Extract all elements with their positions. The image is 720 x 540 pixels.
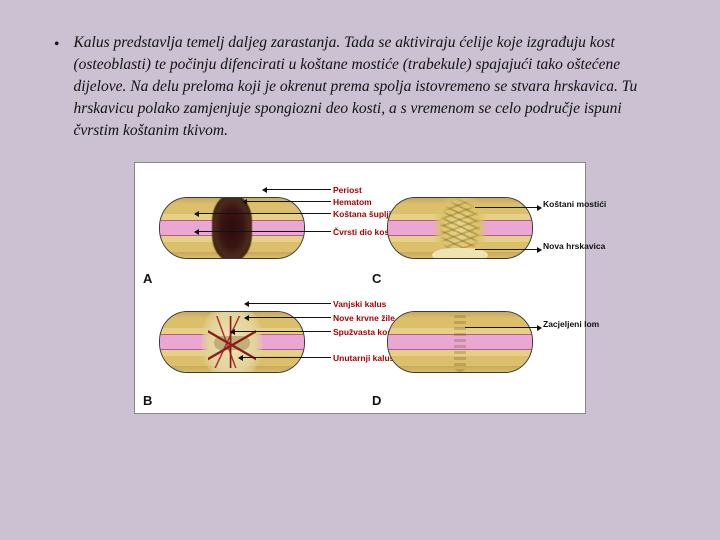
paragraph-text: Kalus predstavlja temelj daljeg zarastan…: [73, 32, 666, 142]
bullet-dot: •: [54, 32, 59, 142]
panel-D: [379, 291, 539, 391]
figure-container: A Periost Hematom Koštana šupljina Čvrst…: [54, 162, 666, 414]
bone-A: [159, 197, 305, 259]
bullet-paragraph: • Kalus predstavlja temelj daljeg zarast…: [54, 32, 666, 142]
panel-label-B: B: [143, 393, 152, 408]
lead-line: [239, 357, 331, 358]
healed-fracture-line: [454, 312, 466, 372]
lead-line: [195, 231, 331, 232]
lead-line: [231, 331, 331, 332]
label-periost: Periost: [333, 185, 362, 195]
lead-line: [475, 207, 541, 208]
label-kostani-mostici: Koštani mostići: [543, 199, 606, 209]
panel-A: [151, 177, 311, 277]
hematoma: [212, 197, 252, 259]
slide: • Kalus predstavlja temelj daljeg zarast…: [0, 0, 720, 414]
panel-B: [151, 291, 311, 391]
panel-C: [379, 177, 539, 277]
panel-label-A: A: [143, 271, 152, 286]
panel-label-C: C: [372, 271, 381, 286]
internal-callus: [214, 336, 250, 350]
bone-healing-figure: A Periost Hematom Koštana šupljina Čvrst…: [134, 162, 586, 414]
lead-line: [243, 201, 331, 202]
lead-line: [245, 317, 331, 318]
label-zacjeljeni-lom: Zacjeljeni lom: [543, 319, 599, 329]
lead-line: [245, 303, 331, 304]
bone-D: [387, 311, 533, 373]
lead-line: [263, 189, 331, 190]
label-hematom: Hematom: [333, 197, 372, 207]
lead-line: [475, 249, 541, 250]
label-nova-hrskavica: Nova hrskavica: [543, 241, 605, 251]
panel-label-D: D: [372, 393, 381, 408]
lead-line: [195, 213, 331, 214]
lead-line: [465, 327, 541, 328]
bone-B: [159, 311, 305, 373]
